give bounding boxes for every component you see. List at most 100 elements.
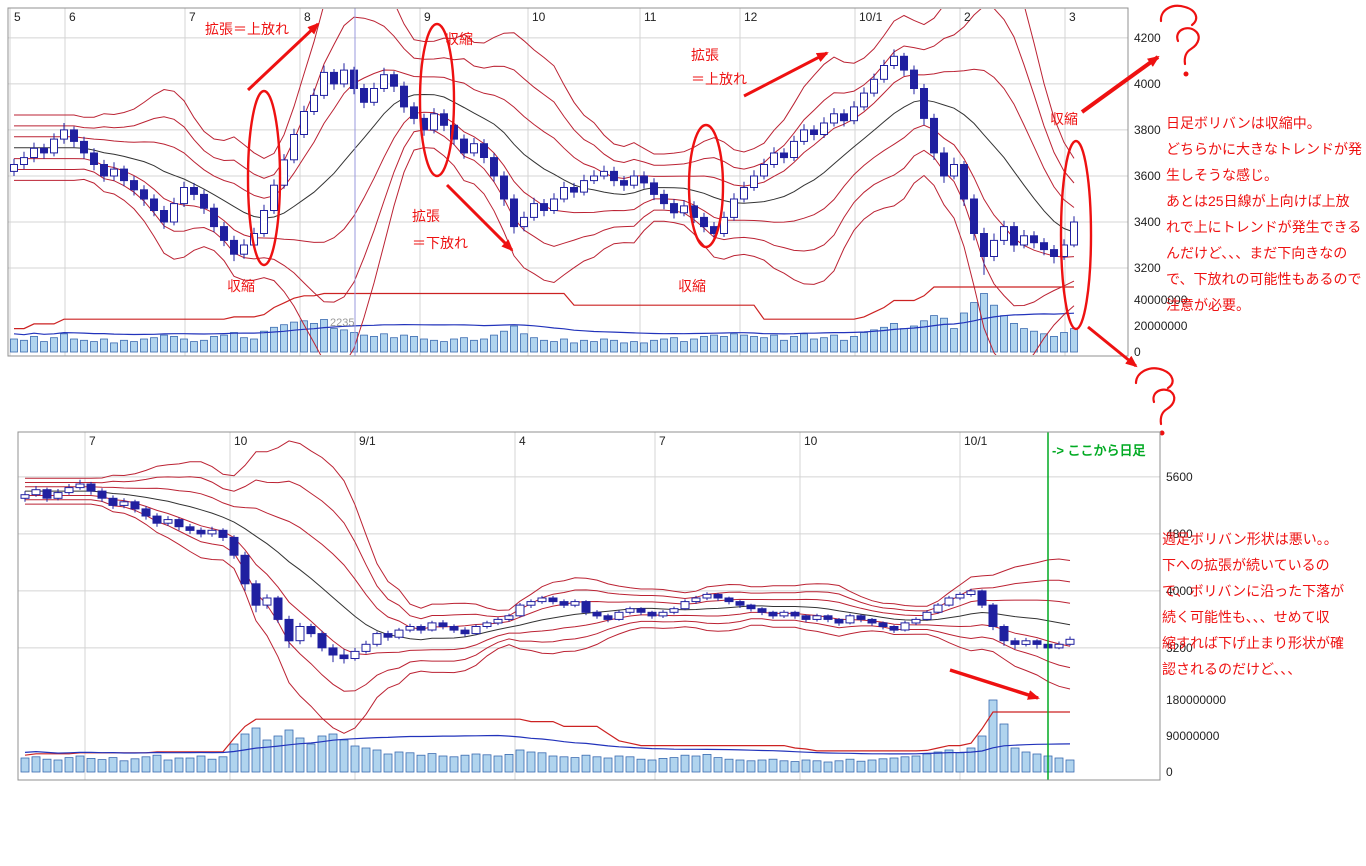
volume-bar <box>410 335 418 353</box>
candle <box>350 69 358 89</box>
candle <box>889 626 899 631</box>
bollinger-center-line <box>25 490 1071 641</box>
volume-bar <box>1010 322 1018 353</box>
candle <box>970 198 978 234</box>
candle <box>280 159 288 186</box>
candle <box>410 106 418 119</box>
volume-bar <box>702 754 712 773</box>
volume-bar <box>845 758 855 773</box>
candle <box>614 611 624 620</box>
volume-bar <box>350 745 360 773</box>
volume-bar <box>910 325 918 353</box>
x-tick-label: 6 <box>69 10 76 24</box>
candle <box>119 501 129 506</box>
volume-bar <box>581 754 591 773</box>
plot-border <box>17 431 1161 781</box>
volume-bar <box>780 339 788 353</box>
candle <box>1054 643 1064 649</box>
volume-bar <box>480 338 488 353</box>
candle <box>493 618 503 624</box>
chart-annotation-label: 拡張 <box>691 47 719 63</box>
note-line: で、下放れの可能性もあるので <box>1166 271 1362 287</box>
volume-bar <box>86 758 96 773</box>
candle <box>1032 640 1042 645</box>
bollinger-upper-2 <box>14 9 1075 184</box>
volume-bar <box>867 759 877 773</box>
candle <box>290 134 298 161</box>
question-mark-stroke <box>1152 388 1176 426</box>
volume-bar <box>372 749 382 773</box>
candle <box>700 216 708 228</box>
cursor-readout: 2235 <box>330 317 354 329</box>
chart-annotation-label: 収縮 <box>227 278 255 294</box>
volume-bar <box>416 754 426 773</box>
candle <box>988 604 998 627</box>
volume-bar <box>1000 315 1008 353</box>
candle <box>480 143 488 158</box>
volume-bar <box>273 735 283 773</box>
candle <box>230 239 238 255</box>
note-line: 下への拡張が続いているの <box>1162 557 1330 573</box>
candle <box>350 650 360 660</box>
candle <box>97 490 107 499</box>
bollinger-center-line <box>14 93 1075 233</box>
daily-start-marker-label: -> ここから日足 <box>1052 443 1146 458</box>
volume-bar <box>427 753 437 773</box>
candle <box>860 92 868 108</box>
candle <box>713 593 723 599</box>
chart-annotation-label: 収縮 <box>445 31 473 47</box>
note-line: 日足ボリバンは収縮中。 <box>1166 115 1321 131</box>
candle <box>900 55 908 71</box>
volume-ma-fast <box>24 711 1070 756</box>
price-tick-label: 3200 <box>1134 261 1161 275</box>
volume-bar <box>460 754 470 773</box>
price-tick-label: 3600 <box>1134 169 1161 183</box>
volume-bar <box>700 335 708 353</box>
question-mark-stroke <box>1176 27 1200 66</box>
volume-bar <box>1030 330 1038 353</box>
candle <box>40 147 48 154</box>
volume-bar <box>713 757 723 773</box>
candle <box>500 175 508 200</box>
candle <box>482 622 492 628</box>
volume-layer <box>10 293 1078 353</box>
candle <box>944 597 954 606</box>
volume-bar <box>130 758 140 773</box>
volume-bar <box>1065 759 1075 773</box>
volume-bar <box>812 760 822 773</box>
volume-bar <box>880 326 888 353</box>
x-tick-label: 9 <box>424 10 431 24</box>
volume-bar <box>590 341 598 353</box>
volume-bar <box>800 333 808 353</box>
volume-bar <box>768 758 778 773</box>
price-tick-label: 3400 <box>1134 215 1161 229</box>
volume-bar <box>42 758 52 773</box>
candle <box>110 168 118 177</box>
volume-bar <box>31 756 41 773</box>
x-tick-label: 10 <box>532 10 546 24</box>
candle <box>295 626 305 642</box>
candle <box>380 74 388 89</box>
volume-bar <box>600 338 608 353</box>
candle <box>570 601 580 606</box>
candle <box>834 618 844 624</box>
volume-bar <box>660 338 668 353</box>
plot-body <box>20 440 1075 773</box>
candle <box>620 180 628 186</box>
annotation-arrow <box>1080 55 1160 114</box>
note-line: 続く可能性も、、、せめて収 <box>1162 609 1330 625</box>
x-tick-label: 7 <box>89 434 96 448</box>
volume-bar <box>580 339 588 353</box>
candle <box>592 611 602 617</box>
annotation-arrow <box>743 51 829 98</box>
candle <box>229 536 239 556</box>
candle <box>812 615 822 620</box>
volume-bar <box>647 759 657 773</box>
candle <box>108 497 118 506</box>
bollinger-lower-3 <box>14 147 1075 355</box>
volume-bar <box>900 756 910 773</box>
volume-bar <box>1010 747 1020 773</box>
